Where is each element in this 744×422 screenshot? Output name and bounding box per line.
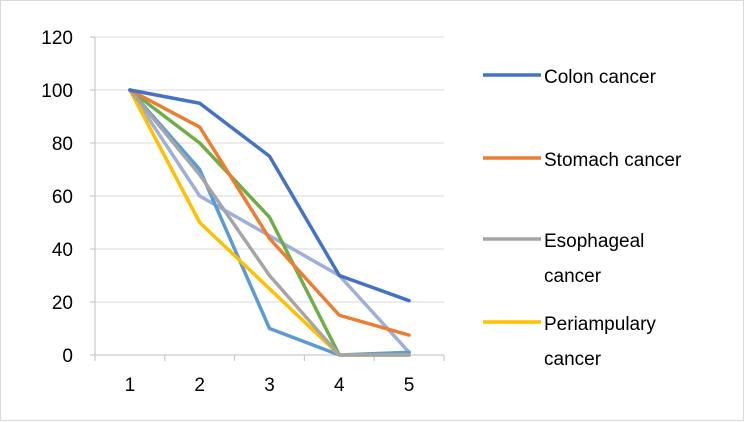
series-line-unlabeled-4 [128, 88, 411, 357]
x-tick-label: 4 [334, 375, 345, 396]
y-tick-label: 80 [52, 134, 73, 155]
y-tick-label: 0 [62, 346, 73, 367]
series-line-stomach-cancer [128, 88, 411, 337]
series-line-unlabeled-5 [128, 88, 411, 357]
x-tick-label: 2 [194, 375, 205, 396]
axes: 0 20 40 60 80 100 120 1 2 3 4 5 [41, 28, 445, 396]
legend-label-esophageal-cancer: Esophageal [544, 231, 644, 252]
series-lines [128, 88, 411, 357]
series-line-colon-cancer [128, 88, 411, 303]
series-line-periampulary-cancer [128, 88, 411, 357]
y-tick-label: 20 [52, 293, 73, 314]
y-tick-label: 100 [41, 81, 73, 102]
legend-label-periampulary-cancer: Periampulary [544, 314, 656, 335]
gridlines [95, 36, 444, 303]
x-tick-label: 3 [264, 375, 275, 396]
y-tick-label: 120 [41, 28, 73, 49]
y-tick-label: 40 [52, 240, 73, 261]
x-tick-label: 5 [404, 375, 415, 396]
legend-label-colon-cancer: Colon cancer [544, 67, 657, 88]
legend-label-stomach-cancer: Stomach cancer [544, 150, 682, 171]
legend: Colon cancer Stomach cancer Esophageal canc… [483, 67, 682, 370]
legend-label-esophageal-cancer: cancer [544, 266, 602, 287]
x-tick-label: 1 [125, 375, 136, 396]
series-line-unlabeled-6 [128, 88, 411, 355]
series-line-esophageal-cancer [128, 88, 411, 357]
legend-label-periampulary-cancer: cancer [544, 349, 602, 370]
y-tick-label: 60 [52, 187, 73, 208]
